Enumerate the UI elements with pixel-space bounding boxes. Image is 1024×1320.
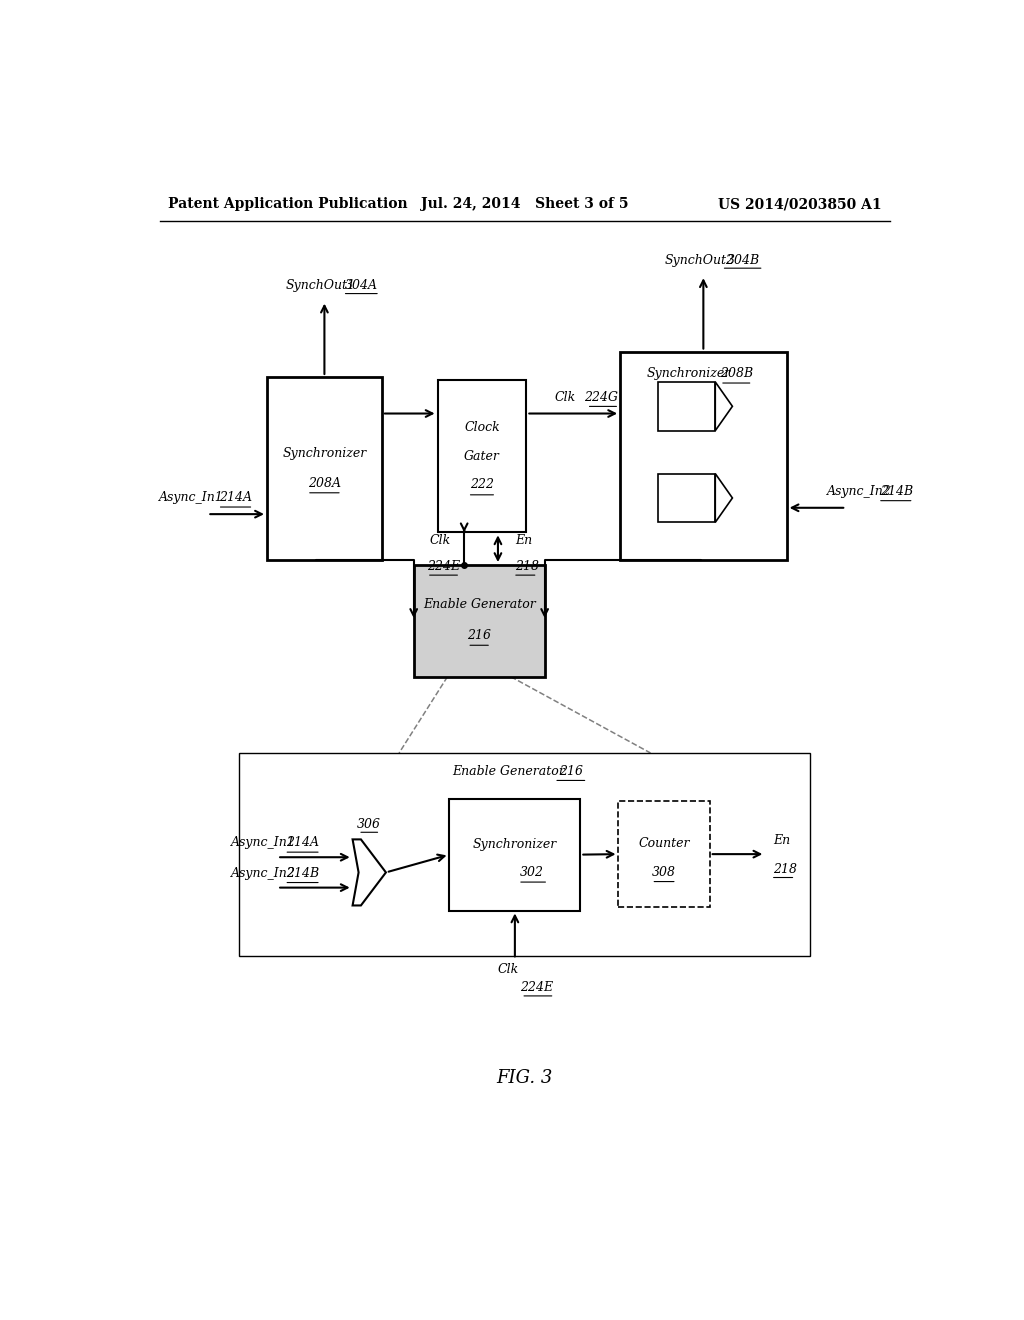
Text: Clk: Clk <box>430 535 451 546</box>
Text: SynchOut2: SynchOut2 <box>665 253 734 267</box>
Text: Clock: Clock <box>464 421 500 434</box>
Text: Async_In2: Async_In2 <box>230 867 295 880</box>
FancyBboxPatch shape <box>437 380 526 532</box>
Text: 214A: 214A <box>219 491 252 504</box>
Text: Enable Generator: Enable Generator <box>423 598 536 611</box>
Text: 308: 308 <box>652 866 676 879</box>
Text: Counter: Counter <box>638 837 690 850</box>
Text: Enable Generator: Enable Generator <box>453 764 565 777</box>
Text: Patent Application Publication: Patent Application Publication <box>168 197 408 211</box>
Text: 224G: 224G <box>584 391 618 404</box>
Text: Synchronizer: Synchronizer <box>473 838 557 851</box>
Text: 306: 306 <box>357 817 381 830</box>
FancyBboxPatch shape <box>658 381 715 430</box>
Text: 218: 218 <box>515 561 540 573</box>
Text: 216: 216 <box>559 764 583 777</box>
Polygon shape <box>715 381 732 430</box>
Text: 214B: 214B <box>880 484 912 498</box>
Text: 304B: 304B <box>726 253 760 267</box>
Polygon shape <box>715 474 732 523</box>
Text: Synchronizer: Synchronizer <box>647 367 731 380</box>
Text: 224E: 224E <box>427 561 460 573</box>
Text: Async_In1: Async_In1 <box>230 837 295 850</box>
Text: 216: 216 <box>467 628 492 642</box>
Text: Gater: Gater <box>464 450 500 463</box>
Text: Async_In1: Async_In1 <box>159 491 224 504</box>
Text: Clk: Clk <box>498 964 519 975</box>
Polygon shape <box>352 840 386 906</box>
Text: 304A: 304A <box>345 279 378 292</box>
FancyBboxPatch shape <box>267 378 382 560</box>
Text: 222: 222 <box>470 478 494 491</box>
Text: Async_In2: Async_In2 <box>827 484 892 498</box>
Text: 208A: 208A <box>308 477 341 490</box>
FancyBboxPatch shape <box>620 351 786 560</box>
Text: Synchronizer: Synchronizer <box>283 446 367 459</box>
Text: 208B: 208B <box>720 367 754 380</box>
FancyBboxPatch shape <box>240 752 811 956</box>
Text: FIG. 3: FIG. 3 <box>497 1069 553 1088</box>
Text: US 2014/0203850 A1: US 2014/0203850 A1 <box>718 197 882 211</box>
Text: 214B: 214B <box>286 867 319 880</box>
Text: 214A: 214A <box>286 837 319 850</box>
Text: En: En <box>773 834 791 847</box>
FancyBboxPatch shape <box>450 799 581 911</box>
Text: 302: 302 <box>520 866 545 879</box>
Text: 218: 218 <box>773 863 798 876</box>
FancyBboxPatch shape <box>414 565 545 677</box>
Text: Clk: Clk <box>555 391 575 404</box>
FancyBboxPatch shape <box>618 801 710 907</box>
FancyBboxPatch shape <box>658 474 715 523</box>
Text: En: En <box>515 535 532 546</box>
Text: Jul. 24, 2014   Sheet 3 of 5: Jul. 24, 2014 Sheet 3 of 5 <box>421 197 629 211</box>
Text: 224E: 224E <box>520 981 554 994</box>
Text: SynchOut1: SynchOut1 <box>286 279 355 292</box>
